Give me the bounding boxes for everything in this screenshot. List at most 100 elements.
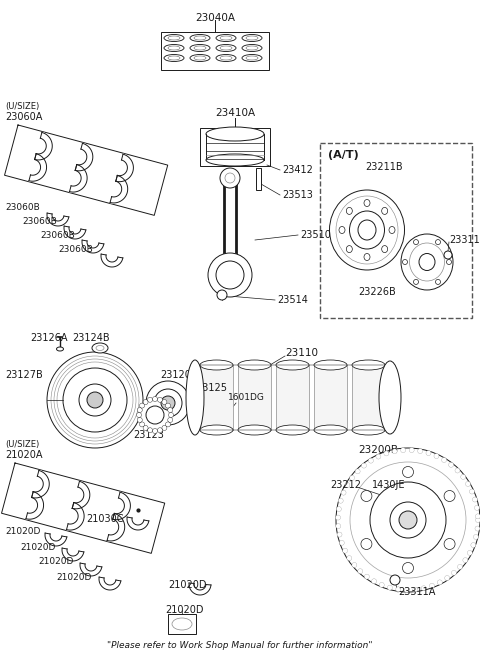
Circle shape — [361, 539, 372, 550]
Ellipse shape — [435, 279, 441, 285]
Ellipse shape — [194, 36, 206, 40]
Polygon shape — [224, 178, 236, 267]
Text: 23123: 23123 — [133, 430, 164, 440]
Bar — [276, 365, 309, 430]
Polygon shape — [67, 502, 84, 530]
Ellipse shape — [389, 226, 395, 234]
Circle shape — [146, 406, 164, 424]
Bar — [256, 168, 261, 190]
Text: 23514: 23514 — [277, 295, 308, 305]
Circle shape — [352, 562, 357, 567]
Text: 21020D: 21020D — [38, 558, 73, 567]
Circle shape — [434, 453, 439, 459]
Text: 23060B: 23060B — [5, 203, 40, 213]
Ellipse shape — [194, 56, 206, 60]
Circle shape — [461, 474, 466, 480]
Ellipse shape — [276, 360, 309, 370]
Text: 23060B: 23060B — [22, 218, 57, 226]
Ellipse shape — [172, 618, 192, 630]
Text: 23211B: 23211B — [365, 162, 403, 172]
Text: (U/SIZE): (U/SIZE) — [5, 102, 39, 112]
Polygon shape — [29, 154, 47, 181]
Ellipse shape — [57, 347, 63, 351]
Ellipse shape — [242, 45, 262, 52]
Circle shape — [337, 532, 342, 537]
Polygon shape — [99, 577, 121, 590]
Text: 23412: 23412 — [282, 165, 313, 175]
Circle shape — [225, 173, 235, 183]
Text: 23510: 23510 — [300, 230, 331, 240]
Text: 21020D: 21020D — [5, 527, 40, 537]
Circle shape — [143, 426, 148, 430]
Text: 23311B: 23311B — [449, 235, 480, 245]
Circle shape — [399, 511, 417, 529]
Circle shape — [168, 407, 173, 413]
Circle shape — [168, 413, 173, 417]
Circle shape — [147, 398, 153, 402]
Ellipse shape — [206, 127, 264, 141]
Circle shape — [372, 579, 377, 584]
Ellipse shape — [238, 425, 271, 435]
Circle shape — [162, 426, 167, 430]
Ellipse shape — [164, 54, 184, 62]
Circle shape — [345, 483, 350, 487]
Circle shape — [466, 482, 470, 487]
Ellipse shape — [168, 46, 180, 50]
Ellipse shape — [246, 36, 258, 40]
Polygon shape — [62, 548, 84, 561]
Polygon shape — [4, 125, 168, 215]
Text: 23124B: 23124B — [72, 333, 109, 343]
Text: 23040A: 23040A — [195, 13, 235, 23]
Ellipse shape — [347, 245, 352, 253]
Circle shape — [162, 400, 167, 405]
Ellipse shape — [242, 54, 262, 62]
Text: 21020D: 21020D — [56, 573, 91, 581]
Circle shape — [384, 451, 389, 456]
Polygon shape — [45, 533, 67, 546]
Bar — [320, 143, 472, 318]
Circle shape — [137, 417, 142, 422]
Polygon shape — [80, 563, 102, 576]
Ellipse shape — [419, 253, 435, 270]
Circle shape — [217, 290, 227, 300]
Ellipse shape — [200, 425, 233, 435]
Circle shape — [409, 447, 414, 453]
Ellipse shape — [238, 360, 271, 370]
Circle shape — [358, 569, 363, 574]
Circle shape — [341, 490, 346, 495]
Circle shape — [338, 498, 343, 503]
Ellipse shape — [164, 45, 184, 52]
Polygon shape — [72, 482, 90, 509]
Circle shape — [361, 491, 372, 501]
Circle shape — [146, 381, 190, 425]
Ellipse shape — [413, 239, 419, 245]
Text: 23212: 23212 — [330, 480, 361, 490]
Text: 21020A: 21020A — [5, 450, 43, 460]
Circle shape — [444, 491, 455, 501]
Circle shape — [347, 556, 352, 561]
Ellipse shape — [242, 35, 262, 41]
Circle shape — [370, 482, 446, 558]
Ellipse shape — [246, 46, 258, 50]
Ellipse shape — [164, 35, 184, 41]
Text: (A/T): (A/T) — [328, 150, 359, 160]
Circle shape — [87, 392, 103, 408]
Circle shape — [390, 575, 400, 585]
Circle shape — [390, 502, 426, 538]
Circle shape — [47, 352, 143, 448]
Text: 1430JE: 1430JE — [372, 480, 406, 490]
Circle shape — [403, 466, 413, 478]
Text: 1601DG: 1601DG — [228, 394, 265, 403]
Ellipse shape — [413, 279, 419, 285]
Ellipse shape — [435, 239, 441, 245]
Text: 21030C: 21030C — [86, 514, 123, 524]
Circle shape — [336, 523, 341, 529]
Circle shape — [444, 575, 450, 581]
Circle shape — [403, 562, 413, 573]
Circle shape — [153, 428, 157, 434]
Ellipse shape — [358, 220, 376, 240]
Circle shape — [140, 403, 144, 408]
Text: 21020D: 21020D — [166, 605, 204, 615]
Ellipse shape — [190, 35, 210, 41]
Ellipse shape — [168, 56, 180, 60]
